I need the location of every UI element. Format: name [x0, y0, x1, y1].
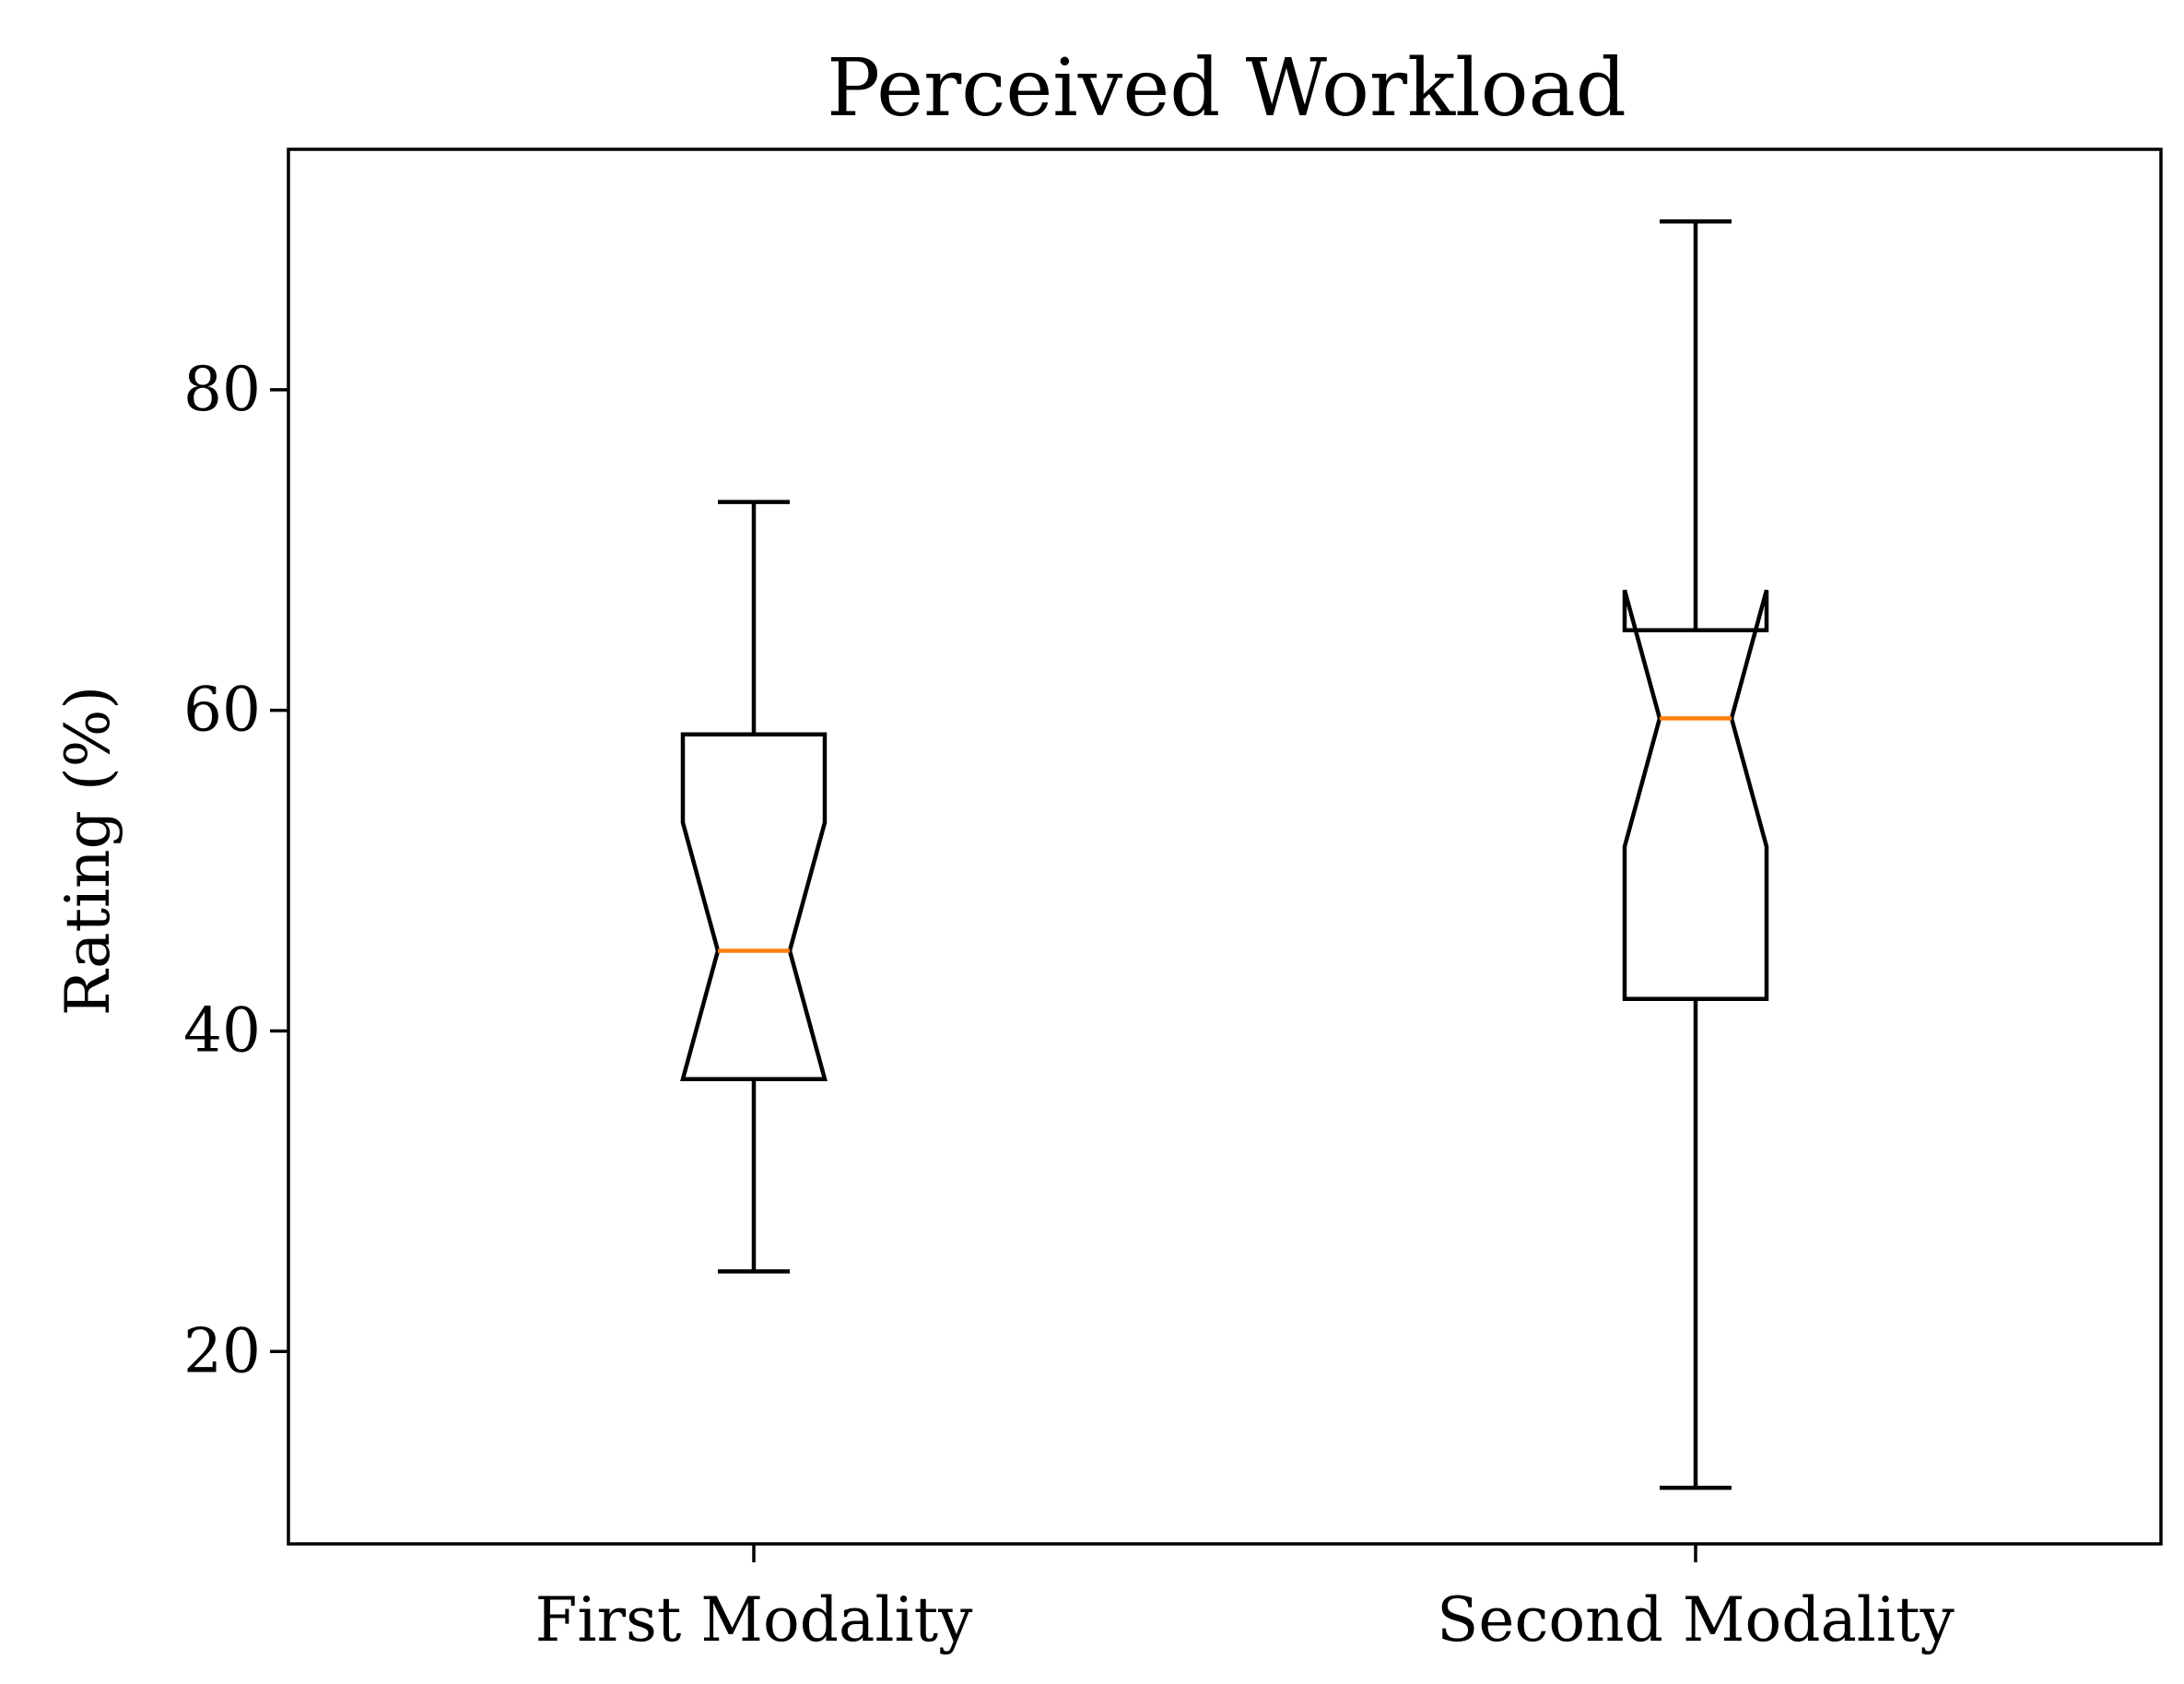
x-tick-label: First Modality	[535, 1584, 973, 1655]
box-2	[1622, 589, 1769, 1001]
y-tick-label: 60	[183, 675, 261, 746]
y-tick-label: 20	[183, 1315, 261, 1386]
y-axis-label: Rating (%)	[53, 686, 123, 1016]
y-tick-label: 40	[183, 995, 261, 1066]
y-tick-label: 80	[183, 354, 261, 425]
x-tick-label: Second Modality	[1437, 1584, 1955, 1655]
chart-title: Perceived Workload	[827, 42, 1626, 135]
plot-marks: 20 40 60 80 First Modality Second Modality	[183, 219, 1955, 1655]
plot-area-frame	[287, 147, 2163, 1546]
box-1	[680, 732, 828, 1081]
